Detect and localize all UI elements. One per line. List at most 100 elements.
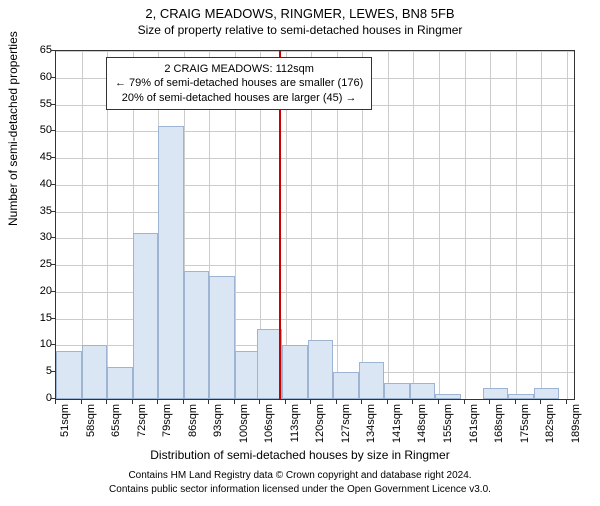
ytick-label: 50 (22, 124, 52, 136)
xtick-mark (132, 400, 133, 404)
xtick-mark (361, 400, 362, 404)
info-line-1: 2 CRAIG MEADOWS: 112sqm (115, 62, 363, 76)
ytick-label: 10 (22, 338, 52, 350)
histogram-bar (308, 340, 334, 399)
ytick-mark (51, 291, 55, 292)
xtick-label: 93sqm (212, 404, 224, 454)
xtick-label: 72sqm (136, 404, 148, 454)
xtick-label: 155sqm (442, 404, 454, 454)
ytick-mark (51, 50, 55, 51)
grid-line-h (56, 158, 574, 159)
xtick-mark (515, 400, 516, 404)
xtick-label: 168sqm (493, 404, 505, 454)
xtick-label: 141sqm (391, 404, 403, 454)
xtick-mark (285, 400, 286, 404)
histogram-bar (483, 388, 509, 399)
xtick-mark (387, 400, 388, 404)
grid-line-h (56, 131, 574, 132)
ytick-mark (51, 77, 55, 78)
ytick-mark (51, 157, 55, 158)
histogram-bar (107, 367, 133, 399)
xtick-mark (438, 400, 439, 404)
ytick-mark (51, 318, 55, 319)
xtick-label: 113sqm (289, 404, 301, 454)
histogram-bar (435, 394, 461, 399)
histogram-bar (184, 271, 210, 399)
ytick-mark (51, 344, 55, 345)
histogram-bar (508, 394, 534, 399)
grid-line-v (567, 51, 568, 399)
ytick-mark (51, 237, 55, 238)
xtick-label: 58sqm (85, 404, 97, 454)
footer-line-1: Contains HM Land Registry data © Crown c… (0, 470, 600, 481)
ytick-label: 25 (22, 258, 52, 270)
grid-line-v (541, 51, 542, 399)
ytick-mark (51, 130, 55, 131)
ytick-label: 5 (22, 365, 52, 377)
histogram-bar (359, 362, 385, 399)
ytick-label: 0 (22, 392, 52, 404)
xtick-label: 65sqm (110, 404, 122, 454)
ytick-label: 55 (22, 98, 52, 110)
xtick-label: 161sqm (468, 404, 480, 454)
ytick-label: 30 (22, 231, 52, 243)
xtick-mark (489, 400, 490, 404)
histogram-bar (534, 388, 560, 399)
xtick-label: 189sqm (570, 404, 582, 454)
xtick-label: 120sqm (314, 404, 326, 454)
info-line-2: ← 79% of semi-detached houses are smalle… (115, 76, 363, 90)
grid-line-v (516, 51, 517, 399)
histogram-bar (56, 351, 82, 399)
xtick-mark (106, 400, 107, 404)
xtick-mark (464, 400, 465, 404)
xtick-label: 134sqm (365, 404, 377, 454)
histogram-bar (209, 276, 235, 399)
title-sub: Size of property relative to semi-detach… (0, 23, 600, 37)
y-axis-label: Number of semi-detached properties (6, 31, 20, 226)
grid-line-h (56, 51, 574, 52)
grid-line-v (465, 51, 466, 399)
xtick-label: 148sqm (416, 404, 428, 454)
histogram-bar (333, 372, 359, 399)
histogram-bar (384, 383, 410, 399)
xtick-mark (55, 400, 56, 404)
xtick-mark (259, 400, 260, 404)
xtick-label: 182sqm (544, 404, 556, 454)
xtick-mark (208, 400, 209, 404)
xtick-mark (81, 400, 82, 404)
xtick-mark (157, 400, 158, 404)
xtick-mark (336, 400, 337, 404)
xtick-label: 79sqm (161, 404, 173, 454)
ytick-label: 40 (22, 178, 52, 190)
xtick-mark (234, 400, 235, 404)
xtick-mark (310, 400, 311, 404)
ytick-label: 45 (22, 151, 52, 163)
xtick-label: 175sqm (519, 404, 531, 454)
xtick-label: 86sqm (187, 404, 199, 454)
grid-line-h (56, 185, 574, 186)
info-line-3: 20% of semi-detached houses are larger (… (115, 91, 363, 105)
plot-area: 2 CRAIG MEADOWS: 112sqm ← 79% of semi-de… (55, 50, 575, 400)
grid-line-v (413, 51, 414, 399)
ytick-label: 15 (22, 312, 52, 324)
ytick-mark (51, 371, 55, 372)
xtick-mark (412, 400, 413, 404)
xtick-label: 127sqm (340, 404, 352, 454)
ytick-label: 35 (22, 205, 52, 217)
ytick-mark (51, 398, 55, 399)
histogram-bar (282, 345, 308, 399)
grid-line-h (56, 212, 574, 213)
grid-line-v (490, 51, 491, 399)
xtick-label: 100sqm (238, 404, 250, 454)
xtick-mark (540, 400, 541, 404)
ytick-mark (51, 184, 55, 185)
xtick-label: 51sqm (59, 404, 71, 454)
ytick-mark (51, 104, 55, 105)
ytick-label: 20 (22, 285, 52, 297)
footer-line-2: Contains public sector information licen… (0, 484, 600, 495)
ytick-mark (51, 264, 55, 265)
chart-container: 2, CRAIG MEADOWS, RINGMER, LEWES, BN8 5F… (0, 6, 600, 506)
xtick-mark (566, 400, 567, 404)
grid-line-v (388, 51, 389, 399)
histogram-bar (410, 383, 436, 399)
